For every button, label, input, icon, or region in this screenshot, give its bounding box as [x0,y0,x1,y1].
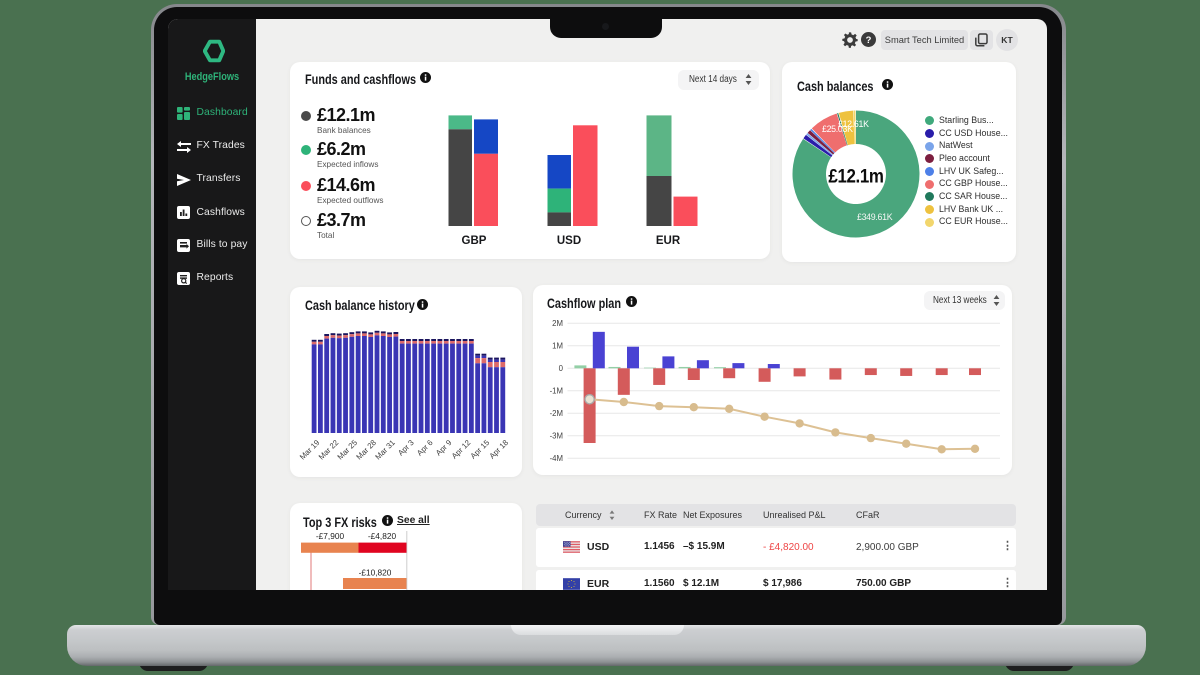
svg-text:Apr 12: Apr 12 [450,438,473,461]
svg-text:0: 0 [559,364,564,373]
svg-text:1M: 1M [552,341,563,350]
svg-text:USD: USD [557,235,581,247]
svg-text:Apr 18: Apr 18 [487,438,510,461]
svg-text:EUR: EUR [656,235,681,247]
svg-text:Mar 19: Mar 19 [298,438,322,462]
svg-text:-£7,900: -£7,900 [316,531,345,541]
svg-text:-1M: -1M [550,386,563,395]
svg-text:2M: 2M [552,319,563,328]
svg-text:Apr 15: Apr 15 [469,438,492,461]
svg-text:-2M: -2M [550,409,563,418]
svg-text:-£10,820: -£10,820 [359,567,392,577]
svg-text:?: ? [866,35,872,46]
svg-text:Apr 6: Apr 6 [415,438,435,458]
svg-text:-3M: -3M [550,431,563,440]
svg-text:Mar 31: Mar 31 [373,438,397,462]
svg-text:GBP: GBP [462,235,487,247]
svg-text:Mar 22: Mar 22 [317,438,341,462]
svg-text:Apr 3: Apr 3 [396,438,416,458]
svg-text:-4M: -4M [550,454,563,463]
svg-text:-£4,820: -£4,820 [368,531,397,541]
svg-text:Mar 28: Mar 28 [354,438,378,462]
